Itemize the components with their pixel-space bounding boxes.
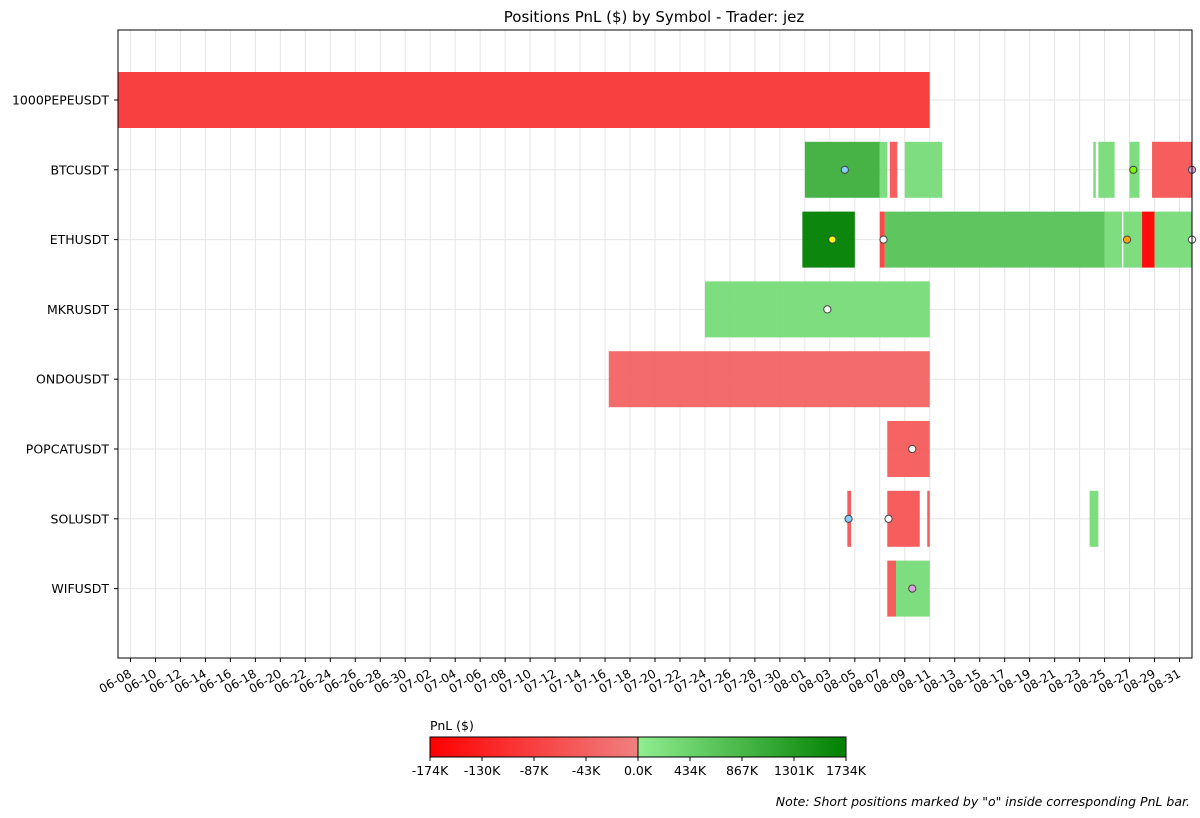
colorbar-tick-label: 0.0K: [624, 763, 653, 778]
colorbar-tick-label: 1301K: [774, 763, 815, 778]
short-position-marker: [844, 514, 853, 523]
short-position-marker: [884, 514, 893, 523]
y-tick-label: WIFUSDT: [51, 581, 109, 596]
chart-title: Positions PnL ($) by Symbol - Trader: je…: [504, 8, 805, 26]
position-bar: [1104, 211, 1123, 268]
colorbar-tick-label: -174K: [412, 763, 449, 778]
y-tick-label: ETHUSDT: [50, 232, 110, 247]
colorbar-negative: [430, 737, 638, 757]
position-bars: [118, 72, 1192, 617]
y-axis-ticks: 1000PEPEUSDT BTCUSDT ETHUSDT MKRUSDT ONDOUSD…: [12, 93, 118, 596]
colorbar-tick-label: -87K: [520, 763, 549, 778]
short-position-marker: [879, 235, 888, 244]
y-tick-label: 1000PEPEUSDT: [12, 93, 109, 108]
position-bar: [1123, 211, 1143, 268]
position-bar: [887, 490, 920, 547]
colorbar-tick-label: 1734K: [826, 763, 867, 778]
position-bar: [704, 281, 930, 338]
y-tick-label: MKRUSDT: [47, 302, 109, 317]
y-tick-label: SOLUSDT: [51, 511, 110, 526]
short-position-marker: [840, 165, 849, 174]
short-position-marker: [908, 444, 917, 454]
short-position-marker: [823, 305, 832, 314]
x-axis-ticks: 06-0806-1006-1206-1406-1606-1806-2006-22…: [97, 658, 1183, 696]
short-position-marker: [908, 584, 917, 593]
short-position-marker: [1122, 235, 1132, 244]
position-bar: [904, 141, 943, 198]
position-bar: [608, 351, 930, 408]
position-bar: [1142, 211, 1155, 268]
y-tick-label: BTCUSDT: [50, 162, 109, 177]
position-bar: [927, 490, 930, 547]
colorbar: -174K -130K -87K -43K 0.0K 434K 867K 1301K 1734K: [412, 736, 867, 778]
position-bar: [1098, 141, 1115, 198]
position-bar: [1093, 141, 1096, 198]
colorbar-label: PnL ($): [430, 718, 474, 733]
position-bar: [1089, 490, 1099, 547]
grid-lines: [118, 30, 1192, 658]
y-tick-label: POPCATUSDT: [26, 442, 110, 457]
short-position-marker: [828, 235, 837, 244]
position-bar: [1154, 211, 1192, 268]
colorbar-tick-label: 867K: [726, 763, 759, 778]
position-bar: [884, 211, 1105, 268]
position-bar: [887, 560, 897, 617]
position-bar: [879, 141, 888, 198]
colorbar-tick-label: -130K: [464, 763, 501, 778]
position-bar: [889, 141, 898, 198]
chart-note: Note: Short positions marked by "o" insi…: [776, 794, 1190, 809]
colorbar-tick-label: 434K: [674, 763, 707, 778]
position-bar: [118, 72, 930, 128]
short-position-marker: [1129, 165, 1138, 174]
colorbar-positive: [638, 737, 846, 757]
y-tick-label: ONDOUSDT: [36, 372, 109, 387]
colorbar-tick-label: -43K: [572, 763, 601, 778]
position-bar: [1152, 141, 1192, 198]
